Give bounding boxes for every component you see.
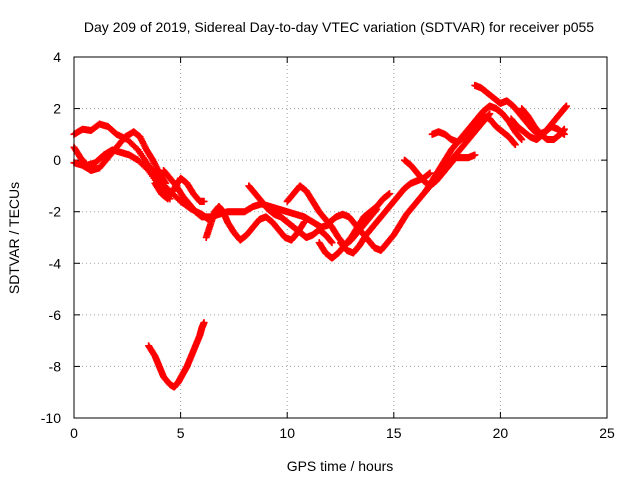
plot-frame [73,56,608,419]
chart-title: Day 209 of 2019, Sidereal Day-to-day VTE… [84,19,594,35]
data-point [560,125,568,133]
y-tick-label: -6 [49,307,62,323]
y-tick-label: -8 [49,358,62,374]
data-point [328,239,336,247]
series-arc3 [70,128,170,187]
data-point [471,151,479,159]
y-tick-label: -10 [41,410,61,426]
x-tick-label: 15 [386,425,402,441]
y-tick-label: -4 [49,255,62,271]
y-tick-label: 0 [53,152,61,168]
x-tick-label: 10 [279,425,295,441]
series-arc6 [145,319,208,391]
data-point [562,102,570,110]
series-arc7 [202,203,308,244]
series-arc18 [518,105,568,144]
x-tick-label: 20 [493,425,509,441]
series-arc15 [428,112,519,149]
axis-ticks: 0 5 10 15 20 25 -10 -8 -6 -4 -2 0 2 4 [41,49,615,441]
grid-lines [74,57,607,418]
series-arc8 [245,182,336,247]
x-tick-label: 25 [599,425,615,441]
x-axis-label: GPS time / hours [287,458,394,474]
data-point [200,319,208,327]
x-tick-label: 0 [70,425,78,441]
series-arc17 [507,102,570,144]
data-point [300,218,308,226]
series-arc12 [337,169,434,257]
data-point [386,190,394,198]
data-point [162,179,170,187]
y-axis-label: SDTVAR / TECUs [6,182,22,294]
y-tick-label: 2 [53,101,61,117]
data-point [511,141,519,149]
y-tick-label: -2 [49,204,62,220]
y-tick-label: 4 [53,49,61,65]
data-point [200,197,208,205]
x-tick-label: 5 [177,425,185,441]
data-point [426,169,434,177]
data-point [518,136,526,144]
